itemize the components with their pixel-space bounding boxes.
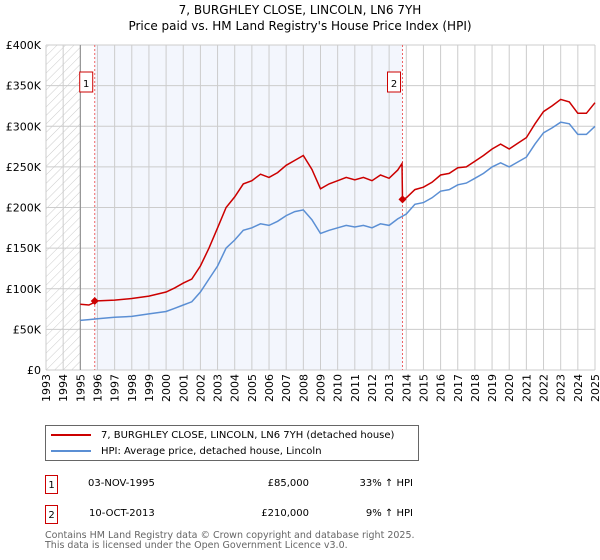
x-tick-label: 2012 xyxy=(366,374,379,402)
x-tick-label: 2010 xyxy=(332,374,345,402)
x-tick-label: 2022 xyxy=(538,374,551,402)
x-tick-label: 2008 xyxy=(297,374,310,402)
x-tick-label: 2024 xyxy=(572,374,585,402)
y-tick-label: £150K xyxy=(6,242,42,255)
hpi-diff: 9% ↑ HPI xyxy=(365,508,413,519)
y-tick-label: £50K xyxy=(13,323,42,336)
x-tick-label: 1999 xyxy=(143,374,156,402)
x-tick-label: 2025 xyxy=(589,374,600,402)
x-tick-label: 2001 xyxy=(177,374,190,402)
x-tick-label: 1997 xyxy=(109,374,122,402)
sale-date: 03-NOV-1995 xyxy=(88,478,155,489)
sale-marker-box xyxy=(387,71,402,93)
x-tick-label: 2016 xyxy=(435,374,448,402)
marker-badge: 2 xyxy=(45,505,58,524)
sale-price: £85,000 xyxy=(267,478,309,489)
x-tick-label: 2020 xyxy=(503,374,516,402)
x-tick-label: 2004 xyxy=(229,374,242,402)
sale-marker-box xyxy=(79,71,94,93)
x-tick-label: 2009 xyxy=(315,374,328,402)
series-line xyxy=(80,121,596,322)
x-tick-label: 2013 xyxy=(383,374,396,402)
x-tick-label: 2019 xyxy=(486,374,499,402)
y-tick-label: £0 xyxy=(27,364,41,377)
legend-item-property: 7, BURGHLEY CLOSE, LINCOLN, LN6 7YH (det… xyxy=(51,428,394,442)
x-tick-label: 2007 xyxy=(280,374,293,402)
x-tick-label: 1994 xyxy=(57,374,70,402)
footer: Contains HM Land Registry data © Crown c… xyxy=(45,531,415,551)
x-tick-label: 2021 xyxy=(520,374,533,402)
price-chart: 1993 1994 1995 1996 1997 1998 1999 2000 2001 2002… xyxy=(6,39,600,402)
legend: 7, BURGHLEY CLOSE, LINCOLN, LN6 7YH (det… xyxy=(45,425,419,461)
x-tick-label: 2003 xyxy=(212,374,225,402)
sale-marker-label: 2 xyxy=(391,79,397,90)
sale-point xyxy=(398,195,407,204)
x-tick-label: 2000 xyxy=(160,374,173,402)
footer-licence: This data is licensed under the Open Gov… xyxy=(45,540,348,551)
x-tick-label: 2018 xyxy=(469,374,482,402)
sale-date: 10-OCT-2013 xyxy=(89,508,155,519)
sale-point xyxy=(90,296,99,305)
y-tick-label: £100K xyxy=(6,283,42,296)
y-tick-label: £250K xyxy=(6,161,42,174)
sale-price: £210,000 xyxy=(261,508,309,519)
sale-marker-label: 1 xyxy=(83,79,89,90)
x-tick-label: 2015 xyxy=(417,374,430,402)
legend-label: 7, BURGHLEY CLOSE, LINCOLN, LN6 7YH (det… xyxy=(101,429,395,441)
x-tick-label: 2005 xyxy=(246,374,259,402)
x-tick-label: 1998 xyxy=(126,374,139,402)
y-tick-label: £200K xyxy=(6,202,42,215)
x-tick-label: 2014 xyxy=(400,374,413,402)
x-tick-label: 2011 xyxy=(349,374,362,402)
chart-title: 7, BURGHLEY CLOSE, LINCOLN, LN6 7YH xyxy=(178,3,422,17)
x-tick-label: 2017 xyxy=(452,374,465,402)
x-tick-label: 2002 xyxy=(194,374,207,402)
x-tick-label: 1995 xyxy=(74,374,87,402)
legend-label: HPI: Average price, detached house, Linc… xyxy=(101,445,322,457)
chart-subtitle: Price paid vs. HM Land Registry's House … xyxy=(128,19,472,33)
x-tick-label: 2023 xyxy=(555,374,568,402)
marker-badge: 1 xyxy=(45,475,58,494)
series-line xyxy=(80,98,596,306)
y-tick-label: £400K xyxy=(6,39,42,52)
y-tick-label: £350K xyxy=(6,80,42,93)
footer-copyright: Contains HM Land Registry data © Crown c… xyxy=(45,530,415,541)
hpi-diff: 33% ↑ HPI xyxy=(359,478,413,489)
blue-line-swatch xyxy=(51,450,91,452)
red-line-swatch xyxy=(51,434,91,436)
x-tick-label: 1993 xyxy=(40,374,53,402)
x-tick-label: 1996 xyxy=(91,374,104,402)
x-tick-label: 2006 xyxy=(263,374,276,402)
transaction-row: 1 03-NOV-1995 £85,000 33% ↑ HPI xyxy=(45,475,445,495)
y-tick-label: £300K xyxy=(6,120,42,133)
transaction-row: 2 10-OCT-2013 £210,000 9% ↑ HPI xyxy=(45,505,445,525)
legend-item-hpi: HPI: Average price, detached house, Linc… xyxy=(51,444,322,458)
